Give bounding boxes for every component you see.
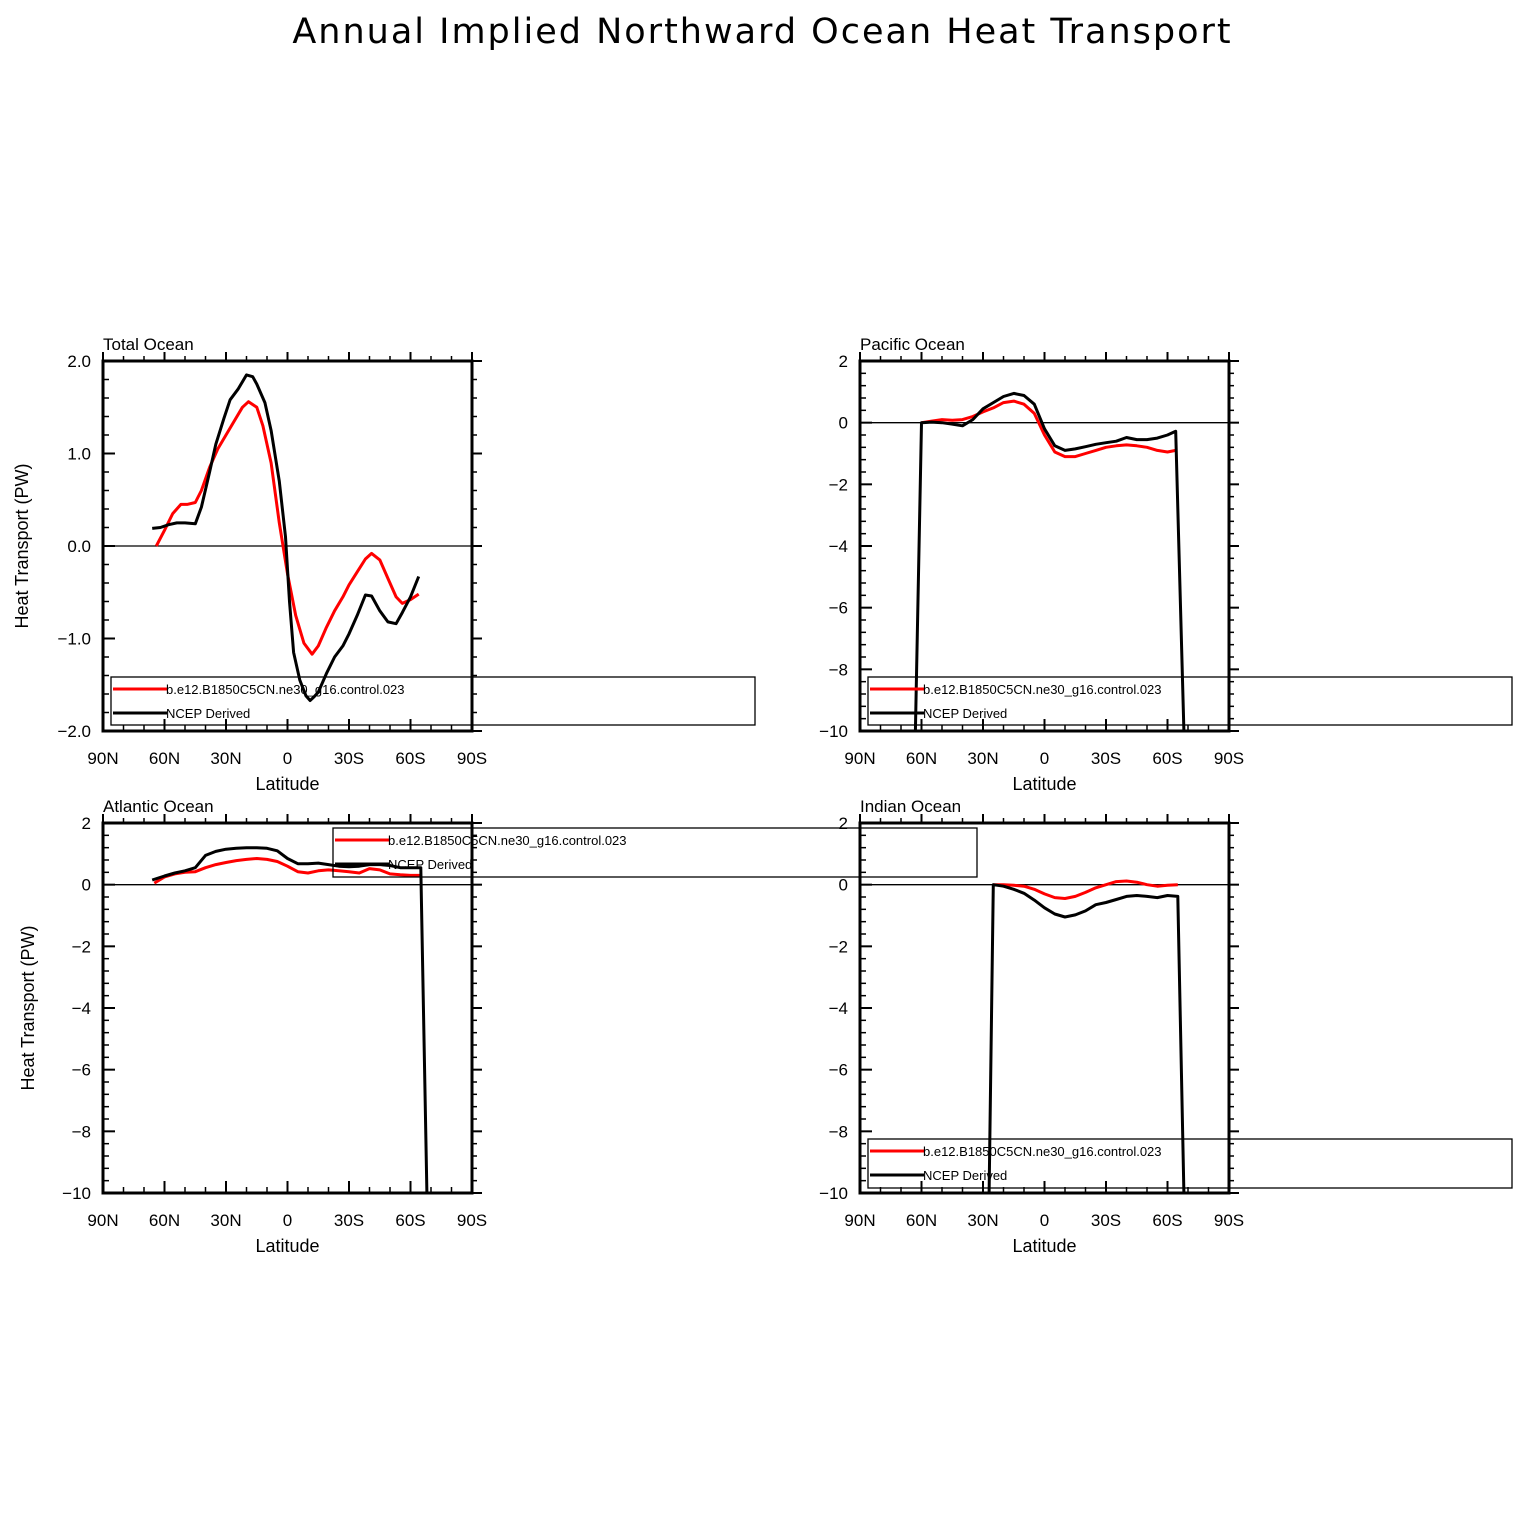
series-line-ncep — [151, 846, 429, 1193]
figure-title: Annual Implied Northward Ocean Heat Tran… — [292, 12, 1233, 52]
x-tick-label: 0 — [283, 749, 292, 768]
y-tick-label: 1.0 — [67, 445, 91, 464]
y-tick-label: −4 — [72, 999, 91, 1018]
y-tick-label: −6 — [829, 599, 848, 618]
x-tick-label: 60N — [906, 749, 937, 768]
x-axis-label: Latitude — [1012, 774, 1076, 794]
y-tick-label: 2.0 — [67, 352, 91, 371]
y-tick-label: 0 — [839, 414, 848, 433]
y-axis-label: Heat Transport (PW) — [12, 463, 32, 628]
x-tick-label: 30S — [334, 1211, 364, 1230]
legend-label: NCEP Derived — [923, 1168, 1007, 1183]
y-tick-label: −2 — [829, 475, 848, 494]
series-line-model — [154, 400, 420, 656]
x-axis-label: Latitude — [255, 1236, 319, 1256]
x-tick-label: 30S — [334, 749, 364, 768]
y-tick-label: −2.0 — [57, 722, 91, 741]
panel-title: Atlantic Ocean — [103, 797, 214, 816]
panel-3: Indian Ocean 90N 60N 30N 0 30S 60S 90S −10 −8 −6 −4… — [819, 797, 1513, 1256]
y-tick-label: 2 — [839, 814, 848, 833]
legend-label: NCEP Derived — [166, 706, 250, 721]
x-tick-label: 60N — [906, 1211, 937, 1230]
y-tick-label: −6 — [829, 1061, 848, 1080]
panel-2: Atlantic Ocean 90N 60N 30N 0 30S 60S 90S −10 −8 −6… — [18, 797, 978, 1256]
x-tick-label: 60S — [1152, 749, 1182, 768]
y-tick-label: −8 — [829, 660, 848, 679]
y-tick-label: −4 — [829, 999, 848, 1018]
x-tick-label: 90N — [87, 749, 118, 768]
x-tick-label: 90S — [1214, 1211, 1244, 1230]
series-line-ncep — [987, 883, 1186, 1193]
legend-label: b.e12.B1850C5CN.ne30_g16.control.023 — [923, 1144, 1162, 1159]
y-tick-label: −10 — [819, 722, 848, 741]
y-tick-label: −6 — [72, 1061, 91, 1080]
y-tick-label: −10 — [819, 1184, 848, 1203]
x-tick-label: 30N — [210, 1211, 241, 1230]
x-tick-label: 90N — [844, 1211, 875, 1230]
series-line-model — [153, 857, 421, 885]
y-tick-label: −1.0 — [57, 630, 91, 649]
legend-box — [867, 1138, 1513, 1189]
x-tick-label: 60N — [149, 1211, 180, 1230]
plot-frame — [858, 821, 1231, 1195]
x-axis-label: Latitude — [255, 774, 319, 794]
panel-1: Pacific Ocean 90N 60N 30N 0 30S 60S 90S −10 −8 −6 −… — [819, 335, 1513, 794]
panel-title: Total Ocean — [103, 335, 194, 354]
y-tick-label: −10 — [62, 1184, 91, 1203]
panel-title: Pacific Ocean — [860, 335, 965, 354]
series-line-model — [993, 879, 1178, 900]
x-tick-label: 30N — [967, 1211, 998, 1230]
y-tick-label: 0 — [82, 876, 91, 895]
series-line-ncep — [152, 373, 421, 702]
y-tick-label: −4 — [829, 537, 848, 556]
y-tick-label: −2 — [72, 937, 91, 956]
panel-0: Total Ocean 90N 60N 30N 0 30S 60S 90S −2.0 −1.0 0.… — [12, 335, 756, 794]
y-tick-label: 2 — [82, 814, 91, 833]
legend: b.e12.B1850C5CN.ne30_g16.control.023 NCEP… — [332, 827, 978, 878]
x-tick-label: 60S — [395, 749, 425, 768]
x-axis-label: Latitude — [1012, 1236, 1076, 1256]
y-tick-label: −8 — [72, 1122, 91, 1141]
x-tick-label: 30N — [210, 749, 241, 768]
y-tick-label: 0.0 — [67, 537, 91, 556]
y-tick-label: 2 — [839, 352, 848, 371]
x-tick-label: 60S — [395, 1211, 425, 1230]
x-tick-label: 90N — [844, 749, 875, 768]
x-tick-label: 0 — [1040, 1211, 1049, 1230]
x-tick-label: 0 — [1040, 749, 1049, 768]
series-line-ncep — [913, 391, 1186, 731]
panel-title: Indian Ocean — [860, 797, 961, 816]
x-tick-label: 60N — [149, 749, 180, 768]
x-tick-label: 90S — [457, 749, 487, 768]
legend-label: b.e12.B1850C5CN.ne30_g16.control.023 — [388, 833, 627, 848]
x-tick-label: 60S — [1152, 1211, 1182, 1230]
legend-box — [110, 676, 756, 726]
y-tick-label: −2 — [829, 937, 848, 956]
x-tick-label: 90N — [87, 1211, 118, 1230]
series-line-model — [921, 399, 1176, 459]
y-tick-label: −8 — [829, 1122, 848, 1141]
legend-label: NCEP Derived — [923, 706, 1007, 721]
legend: b.e12.B1850C5CN.ne30_g16.control.023 NCEP… — [867, 676, 1513, 726]
x-tick-label: 30N — [967, 749, 998, 768]
legend-box — [867, 676, 1513, 726]
legend-label: b.e12.B1850C5CN.ne30_g16.control.023 — [923, 682, 1162, 697]
x-tick-label: 0 — [283, 1211, 292, 1230]
legend-label: NCEP Derived — [388, 857, 472, 872]
x-tick-label: 90S — [457, 1211, 487, 1230]
legend-label: b.e12.B1850C5CN.ne30_g16.control.023 — [166, 682, 405, 697]
legend: b.e12.B1850C5CN.ne30_g16.control.023 NCEP… — [110, 676, 756, 726]
x-tick-label: 30S — [1091, 749, 1121, 768]
legend-box — [332, 827, 978, 878]
legend: b.e12.B1850C5CN.ne30_g16.control.023 NCEP… — [867, 1138, 1513, 1189]
y-axis-label: Heat Transport (PW) — [18, 925, 38, 1090]
x-tick-label: 30S — [1091, 1211, 1121, 1230]
x-tick-label: 90S — [1214, 749, 1244, 768]
y-tick-label: 0 — [839, 876, 848, 895]
